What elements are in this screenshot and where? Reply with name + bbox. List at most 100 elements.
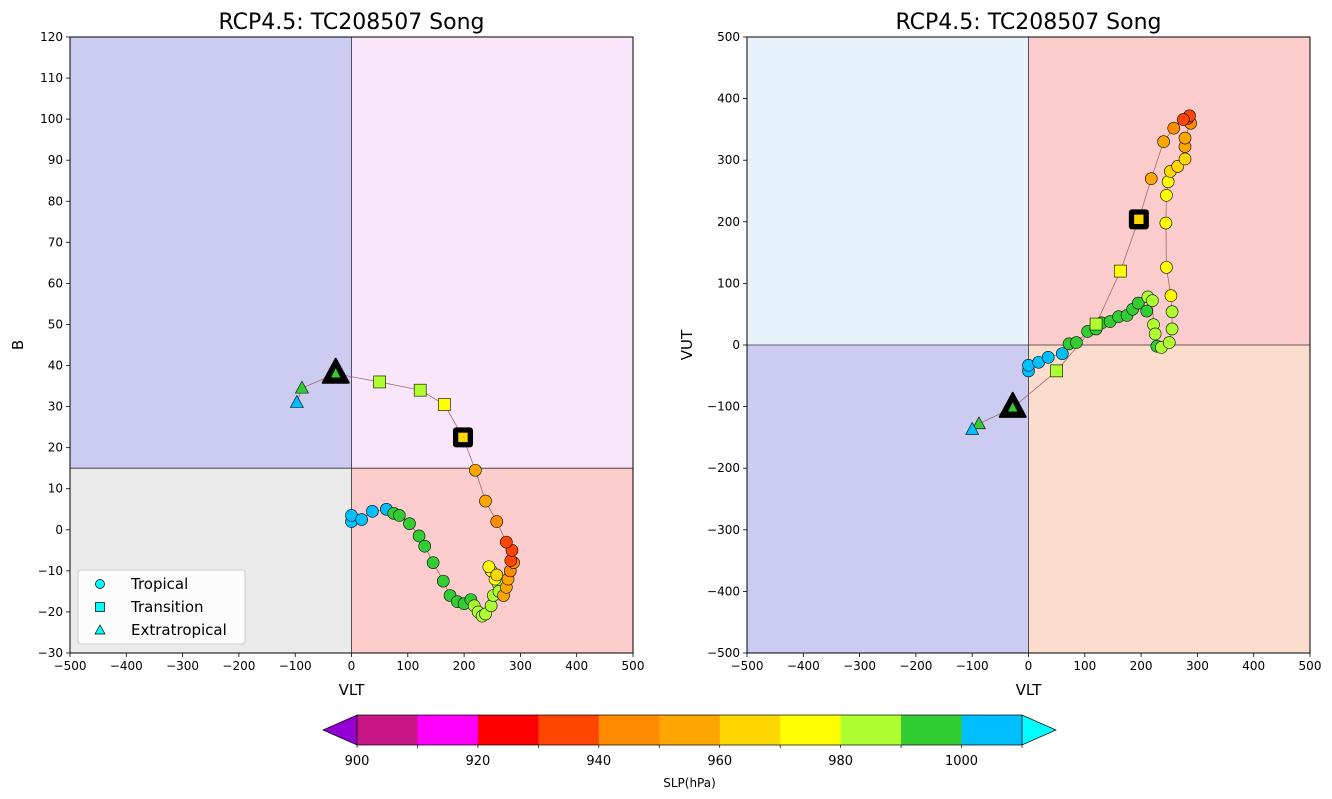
y-tick-label: 90 xyxy=(48,153,63,167)
tropical-point xyxy=(479,494,492,508)
y-tick-label: 300 xyxy=(717,153,740,167)
extratropical-point xyxy=(289,394,304,408)
transition-point xyxy=(438,398,451,411)
panel-vut-vs-vlt: −500 −400 −300 −200 −100 0 100 200 300 400 500 −500… xyxy=(678,10,1321,699)
colorbar-bin xyxy=(659,715,721,745)
y-tick-label: 100 xyxy=(40,112,63,126)
panel-b-vs-vlt: −500 −400 −300 −200 −100 0 100 200 300 400 500 −30 −… xyxy=(9,10,644,699)
x-tick-label: −300 xyxy=(166,659,199,673)
x-tick-label: 500 xyxy=(1299,659,1322,673)
colorbar-tick-label: 920 xyxy=(465,754,490,769)
x-tick-label: −500 xyxy=(731,659,764,673)
x-axis-label: VLT xyxy=(339,681,366,699)
x-tick-label: −100 xyxy=(279,659,312,673)
tropical-point xyxy=(1165,305,1179,319)
y-tick-label: −20 xyxy=(38,605,63,619)
colorbar-label: SLP(hPa) xyxy=(663,776,716,790)
tropical-point xyxy=(482,560,496,574)
y-tick-label: −400 xyxy=(707,584,740,598)
y-tick-label: 60 xyxy=(48,276,63,290)
x-tick-label: 200 xyxy=(453,659,476,673)
transition-start-marker xyxy=(1133,214,1145,225)
slp-colorbar: 900 920 940 960 980 1000 SLP(hPa) xyxy=(322,714,1057,790)
y-tick-label: 0 xyxy=(732,338,740,352)
tropical-point xyxy=(1159,216,1173,230)
x-tick-label: 500 xyxy=(622,659,645,673)
x-tick-label: −200 xyxy=(222,659,255,673)
tropical-point xyxy=(469,463,482,477)
x-tick-label: 400 xyxy=(565,659,588,673)
y-tick-label: −500 xyxy=(707,646,740,660)
colorbar-over-arrow xyxy=(1021,714,1057,746)
tropical-point xyxy=(500,535,513,549)
transition-point xyxy=(1089,317,1103,331)
y-tick-label: 0 xyxy=(55,523,63,537)
colorbar-tick-label: 1000 xyxy=(945,754,978,769)
colorbar-tick-label: 980 xyxy=(828,754,853,769)
quadrant-background xyxy=(351,468,633,653)
colorbar-bin xyxy=(780,715,842,745)
quadrant-background xyxy=(351,37,633,469)
tropical-point xyxy=(1144,172,1158,185)
transition-point xyxy=(373,375,386,389)
colorbar-tick-label: 940 xyxy=(586,754,611,769)
y-tick-label: 10 xyxy=(48,482,63,496)
colorbar-tick-label: 900 xyxy=(345,754,370,769)
y-tick-label: 200 xyxy=(717,215,740,229)
colorbar-bin xyxy=(538,715,600,745)
y-tick-label: 110 xyxy=(40,71,63,85)
tropical-point xyxy=(366,505,379,518)
extratropical-point xyxy=(971,416,986,430)
y-tick-label: −200 xyxy=(707,461,740,475)
x-axis-label: VLT xyxy=(1016,681,1043,699)
tropical-point xyxy=(1041,351,1055,364)
legend-entry-label: Transition xyxy=(130,598,204,616)
y-axis-label: B xyxy=(9,340,27,350)
quadrant-background xyxy=(1028,345,1310,653)
legend-box xyxy=(77,569,246,645)
chart-title: RCP4.5: TC208507 Song xyxy=(218,10,484,35)
tropical-point xyxy=(1148,327,1162,341)
x-tick-label: 200 xyxy=(1130,659,1153,673)
y-tick-label: 30 xyxy=(48,400,63,414)
colorbar-bin xyxy=(357,715,418,745)
colorbar-frame xyxy=(356,714,1023,746)
x-tick-label: 100 xyxy=(396,659,419,673)
x-tick-label: 300 xyxy=(509,659,532,673)
tropical-point xyxy=(1131,296,1145,310)
colorbar-tick-label: 960 xyxy=(707,754,732,769)
x-tick-label: −300 xyxy=(843,659,876,673)
legend-entry-label: Tropical xyxy=(130,575,188,593)
x-tick-label: −400 xyxy=(110,659,143,673)
legend-square-icon xyxy=(95,602,105,612)
tropical-point xyxy=(436,574,450,588)
tropical-point xyxy=(1070,336,1083,349)
y-tick-label: −300 xyxy=(707,523,740,537)
y-tick-label: −30 xyxy=(38,646,63,660)
x-tick-label: 100 xyxy=(1073,659,1096,673)
y-tick-label: 100 xyxy=(717,276,740,290)
tropical-point xyxy=(418,539,431,553)
transition-end-marker xyxy=(330,367,342,378)
x-tick-label: −200 xyxy=(899,659,932,673)
tropical-point xyxy=(1146,294,1159,307)
tropical-point xyxy=(1177,113,1190,126)
transition-end-marker xyxy=(1007,401,1019,413)
y-axis-label: VUT xyxy=(678,329,696,360)
tropical-point xyxy=(1167,121,1181,135)
y-tick-label: 20 xyxy=(48,441,63,455)
extratropical-point xyxy=(294,380,309,394)
tropical-point xyxy=(1162,336,1176,349)
transition-point xyxy=(1113,264,1127,278)
tropical-point xyxy=(1161,175,1175,189)
x-tick-label: −500 xyxy=(54,659,87,673)
colorbar-bin xyxy=(477,715,539,745)
x-tick-label: 0 xyxy=(1025,659,1033,673)
x-tick-label: −100 xyxy=(956,659,989,673)
x-tick-label: 400 xyxy=(1242,659,1265,673)
tropical-point xyxy=(1164,289,1178,303)
tropical-point xyxy=(1178,152,1192,166)
transition-point xyxy=(413,383,427,397)
tropical-point xyxy=(1140,304,1154,318)
